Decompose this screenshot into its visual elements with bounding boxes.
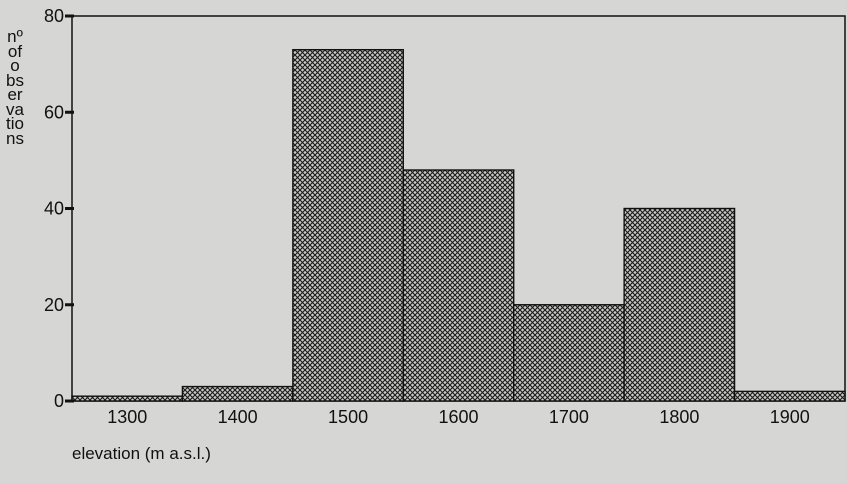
x-tick-label: 1900 — [770, 407, 810, 427]
x-axis-label: elevation (m a.s.l.) — [72, 444, 211, 463]
y-tick-label: 40 — [44, 199, 64, 219]
histogram-bar-1650-1750 — [513, 304, 625, 402]
x-tick-label: 1500 — [328, 407, 368, 427]
x-tick-label: 1800 — [659, 407, 699, 427]
x-tick-label: 1400 — [218, 407, 258, 427]
x-tick-label: 1300 — [107, 407, 147, 427]
y-tick-label: 0 — [54, 391, 64, 411]
histogram-bar-1450-1550 — [292, 48, 404, 402]
y-axis-label: nº of observations — [6, 27, 28, 148]
x-tick-label: 1700 — [549, 407, 589, 427]
x-tick-label: 1600 — [438, 407, 478, 427]
histogram-bar-1550-1650 — [402, 169, 515, 402]
histogram-bar-1850-1950 — [733, 390, 846, 402]
histogram-bar-1250-1350 — [71, 395, 184, 402]
y-tick-label: 20 — [44, 295, 64, 315]
y-tick-label: 80 — [44, 6, 64, 26]
y-tick-label: 60 — [44, 102, 64, 122]
histogram-bar-1750-1850 — [623, 207, 736, 402]
histogram-bar-1350-1450 — [181, 385, 294, 402]
